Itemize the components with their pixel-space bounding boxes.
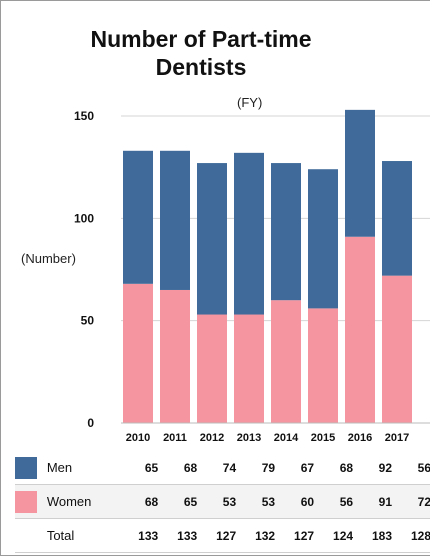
total-value: 128 xyxy=(396,518,430,553)
bar-women xyxy=(382,275,412,423)
women-value: 72 xyxy=(396,484,430,519)
total-value: 132 xyxy=(240,518,280,553)
x-tick-label: 2012 xyxy=(200,432,224,444)
bar-men xyxy=(382,161,412,276)
total-value: 133 xyxy=(162,518,202,553)
total-value: 124 xyxy=(318,518,358,553)
total-value: 133 xyxy=(123,518,163,553)
men-value: 74 xyxy=(201,451,241,485)
bar-men xyxy=(271,163,301,301)
men-value: 92 xyxy=(357,451,397,485)
women-value: 91 xyxy=(357,484,397,519)
women-value: 68 xyxy=(123,484,163,519)
total-value: 127 xyxy=(279,518,319,553)
women-color-swatch xyxy=(15,490,37,513)
bar-men xyxy=(234,152,264,315)
women-value: 53 xyxy=(240,484,280,519)
legend-swatch-men xyxy=(15,451,39,485)
y-axis-unit: (Number) xyxy=(21,251,76,266)
x-tick-label: 2016 xyxy=(348,432,372,444)
x-tick-label: 2014 xyxy=(274,432,299,444)
chart-title-line-1: Number of Part-time xyxy=(90,26,312,52)
x-tick-label: 2013 xyxy=(237,432,261,444)
table-row-women: Women 68 65 53 53 60 56 91 72 xyxy=(15,484,430,519)
men-value: 68 xyxy=(162,451,202,485)
x-tick-label: 2010 xyxy=(126,432,150,444)
stacked-bar-chart: 0 50 100 150 2010 2011 2012 2013 2014 2015 2016 201… xyxy=(74,109,430,444)
total-label: Total xyxy=(46,528,75,543)
y-tick-label: 0 xyxy=(87,416,94,430)
table-row-men: Men 65 68 74 79 67 68 92 56 xyxy=(15,451,430,485)
legend-label-men: Men xyxy=(46,460,73,475)
x-tick-label: 2011 xyxy=(163,432,187,444)
y-tick-label: 100 xyxy=(74,211,94,225)
bar-men xyxy=(160,150,190,290)
bar-women xyxy=(271,300,301,423)
men-value: 79 xyxy=(240,451,280,485)
total-value: 127 xyxy=(201,518,241,553)
y-tick-label: 150 xyxy=(74,109,94,123)
x-tick-label: 2017 xyxy=(385,432,409,444)
men-value: 68 xyxy=(318,451,358,485)
bar-women xyxy=(123,283,153,423)
women-value: 53 xyxy=(201,484,241,519)
legend-swatch-women xyxy=(15,484,39,519)
men-value: 56 xyxy=(396,451,430,485)
x-axis-unit: (FY) xyxy=(237,95,263,110)
bar-men xyxy=(197,163,227,315)
bar-women xyxy=(234,314,264,423)
bar-women xyxy=(197,314,227,423)
x-tick-label: 2015 xyxy=(311,432,335,444)
men-value: 67 xyxy=(279,451,319,485)
bar-men xyxy=(345,109,375,237)
data-table: Men 65 68 74 79 67 68 92 56 Women 68 65 … xyxy=(15,451,430,553)
y-tick-label: 50 xyxy=(81,314,95,328)
table-row-total: Total 133 133 127 132 127 124 183 128 xyxy=(15,518,430,553)
women-value: 60 xyxy=(279,484,319,519)
bar-women xyxy=(308,308,338,423)
legend-label-women: Women xyxy=(46,494,92,509)
men-color-swatch xyxy=(15,456,37,479)
bar-men xyxy=(308,169,338,309)
total-value: 183 xyxy=(357,518,397,553)
chart-title: Number of Part-time Dentists xyxy=(51,25,351,81)
men-value: 65 xyxy=(123,451,163,485)
bar-women xyxy=(160,289,190,423)
women-value: 56 xyxy=(318,484,358,519)
bar-women xyxy=(345,236,375,423)
chart-title-line-2: Dentists xyxy=(155,54,247,80)
bar-men xyxy=(123,150,153,284)
women-value: 65 xyxy=(162,484,202,519)
